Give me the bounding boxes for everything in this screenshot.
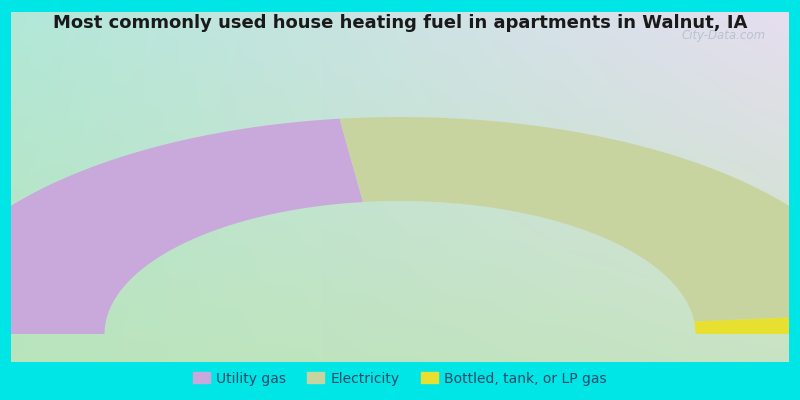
Polygon shape <box>339 117 800 322</box>
Legend: Utility gas, Electricity, Bottled, tank, or LP gas: Utility gas, Electricity, Bottled, tank,… <box>187 366 613 391</box>
Polygon shape <box>0 119 363 334</box>
Text: City-Data.com: City-Data.com <box>682 30 766 42</box>
Text: Most commonly used house heating fuel in apartments in Walnut, IA: Most commonly used house heating fuel in… <box>53 14 747 32</box>
Polygon shape <box>694 314 800 334</box>
